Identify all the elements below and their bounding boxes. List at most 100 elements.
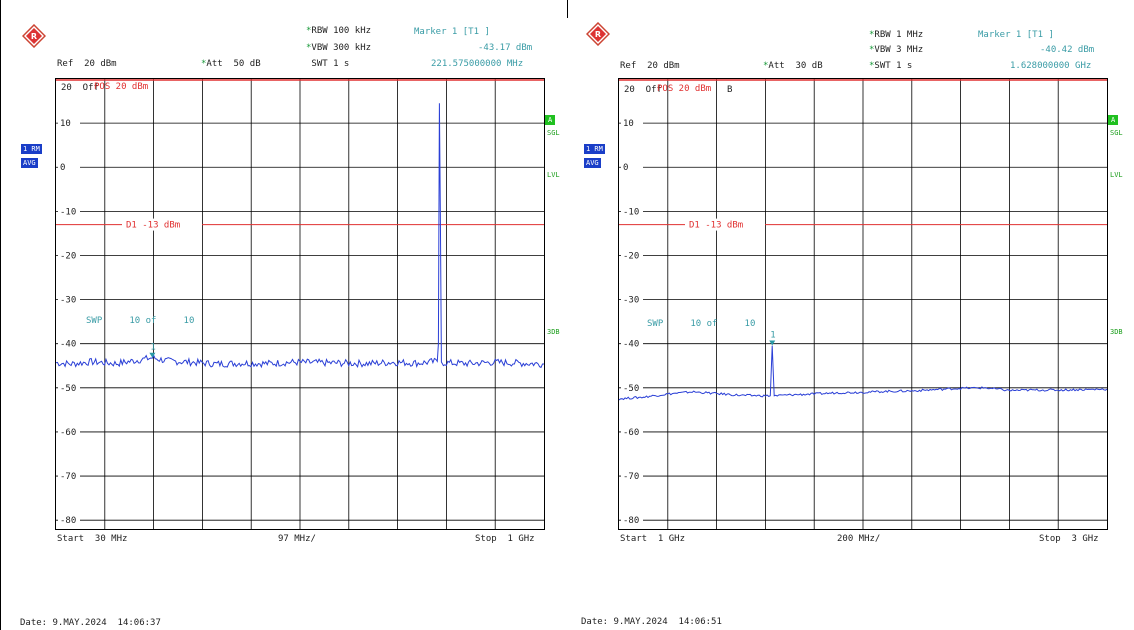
y-tick-label: -80: [623, 516, 639, 526]
start-frequency: Start 1 GHz: [620, 534, 686, 544]
date-stamp: Date: 9.MAY.2024 14:06:51: [581, 617, 722, 627]
display-line-label-background: [122, 218, 202, 231]
sgl-label: SGL: [547, 129, 560, 137]
vbw-setting: *VBW 3 MHz: [869, 45, 924, 55]
y-tick-background: [58, 294, 80, 305]
y-tick-label: -40: [623, 340, 639, 350]
spectrum-plot-2: 10 0 -10 -20 -30 -40 -50 -60 -70 -80 D1 -13 dBm 1 2…: [618, 78, 1108, 530]
svg-text:R: R: [31, 32, 37, 41]
y-tick-background: [621, 206, 643, 217]
marker-label: 1: [150, 343, 155, 353]
marker-frequency: 221.575000000 MHz: [431, 59, 524, 69]
sgl-label: SGL: [1110, 129, 1123, 137]
y-tick-background: [58, 206, 80, 217]
y-tick-background: [58, 338, 80, 349]
3db-label: 3DB: [547, 328, 560, 336]
display-line-label: D1 -13 dBm: [689, 221, 743, 231]
attenuation: *Att 50 dB: [201, 59, 261, 69]
pos-label: POS 20 dBm: [657, 84, 712, 94]
marker-level: -43.17 dBm: [478, 43, 533, 53]
start-frequency: Start 30 MHz: [57, 534, 128, 544]
stop-frequency: Stop 1 GHz: [475, 534, 535, 544]
y-tick-background: [621, 338, 643, 349]
chart-svg: 10 0 -10 -20 -30 -40 -50 -60 -70 -80 D1 -13 dBm 1: [618, 79, 1108, 529]
y-tick-label: -20: [623, 251, 639, 261]
marker-triangle: [769, 340, 776, 346]
y-tick-label: 10: [60, 119, 71, 129]
ref-level: Ref 20 dBm: [620, 61, 680, 71]
marker-level: -40.42 dBm: [1040, 45, 1095, 55]
attenuation: *Att 30 dB: [763, 61, 823, 71]
y-tick-label: -80: [60, 516, 76, 526]
trace-mode-badge: 1 RM: [584, 144, 605, 154]
ref-level: Ref 20 dBm: [57, 59, 117, 69]
pos-label: POS 20 dBm: [94, 82, 149, 92]
y-tick-background: [621, 118, 643, 129]
display-line-label-background: [685, 218, 765, 231]
date-stamp: Date: 9.MAY.2024 14:06:37: [20, 618, 161, 628]
y-tick-background: [621, 382, 643, 393]
marker-title: Marker 1 [T1 ]: [978, 30, 1054, 40]
y-tick-background: [621, 426, 643, 437]
avg-badge: AVG: [584, 158, 601, 168]
span-per-division: 200 MHz/: [837, 534, 881, 544]
y-tick-label: -50: [60, 384, 76, 394]
chart-svg: 10 0 -10 -20 -30 -40 -50 -60 -70 -80 D1 -13 dBm 1: [55, 79, 544, 529]
3db-label: 3DB: [1110, 328, 1123, 336]
marker-label: 1: [770, 331, 775, 341]
y-tick-label: 10: [623, 119, 634, 129]
y-tick-background: [58, 382, 80, 393]
y-tick-background: [58, 471, 80, 482]
stop-frequency: Stop 3 GHz: [1039, 534, 1099, 544]
y-tick-label: -30: [623, 296, 639, 306]
analyzer-screen-2: R *RBW 1 MHz *VBW 3 MHz *SWT 1 s Ref 20 …: [567, 0, 1134, 630]
trace-mode-badge: 1 RM: [21, 144, 42, 154]
y-tick-background: [58, 118, 80, 129]
avg-badge: AVG: [21, 158, 38, 168]
offset-label: 20 Off: [624, 85, 662, 95]
y-tick-label: -60: [60, 428, 76, 438]
y-tick-label: -60: [623, 428, 639, 438]
lvl-label: LVL: [547, 171, 560, 179]
y-tick-background: [58, 515, 80, 526]
left-border: [0, 0, 1, 630]
span-per-division: 97 MHz/: [278, 534, 316, 544]
y-tick-background: [58, 162, 80, 173]
marker-triangle: [149, 352, 156, 358]
y-tick-label: -70: [60, 472, 76, 482]
swt-setting: SWT 1 s: [311, 59, 350, 69]
trace-line: [618, 345, 1108, 401]
swt-setting: *SWT 1 s: [869, 61, 913, 71]
sweep-a-badge: A: [1108, 115, 1119, 125]
svg-text:R: R: [595, 30, 601, 39]
rbw-setting: *RBW 1 MHz: [869, 30, 924, 40]
display-line-label: D1 -13 dBm: [126, 221, 180, 231]
y-tick-label: -20: [60, 251, 76, 261]
y-tick-label: -40: [60, 340, 76, 350]
vbw-setting: *VBW 300 kHz: [306, 43, 372, 53]
rbw-setting: *RBW 100 kHz: [306, 26, 372, 36]
pos-suffix: B: [727, 85, 733, 95]
y-tick-background: [621, 471, 643, 482]
offset-label: 20 Off: [61, 83, 99, 93]
marker-frequency: 1.628000000 GHz: [1010, 61, 1092, 71]
y-tick-label: 0: [60, 163, 65, 173]
sweep-count: SWP 10 of 10: [86, 316, 195, 326]
y-tick-background: [58, 426, 80, 437]
y-tick-label: -10: [623, 207, 639, 217]
analyzer-screen-1: R *RBW 100 kHz *VBW 300 kHz SWT 1 s Ref …: [20, 23, 560, 628]
sweep-count: SWP 10 of 10: [647, 319, 756, 329]
y-tick-background: [58, 250, 80, 261]
spectrum-plot-1: 10 0 -10 -20 -30 -40 -50 -60 -70 -80 D1 -13 dBm 1 2…: [55, 78, 545, 530]
lvl-label: LVL: [1110, 171, 1123, 179]
center-divider: [567, 0, 568, 18]
y-tick-background: [621, 515, 643, 526]
y-tick-background: [621, 294, 643, 305]
y-tick-label: -30: [60, 296, 76, 306]
y-tick-label: -10: [60, 207, 76, 217]
trace-line: [55, 103, 544, 369]
sweep-a-badge: A: [545, 115, 556, 125]
y-tick-label: -50: [623, 384, 639, 394]
y-tick-background: [621, 162, 643, 173]
y-tick-label: -70: [623, 472, 639, 482]
